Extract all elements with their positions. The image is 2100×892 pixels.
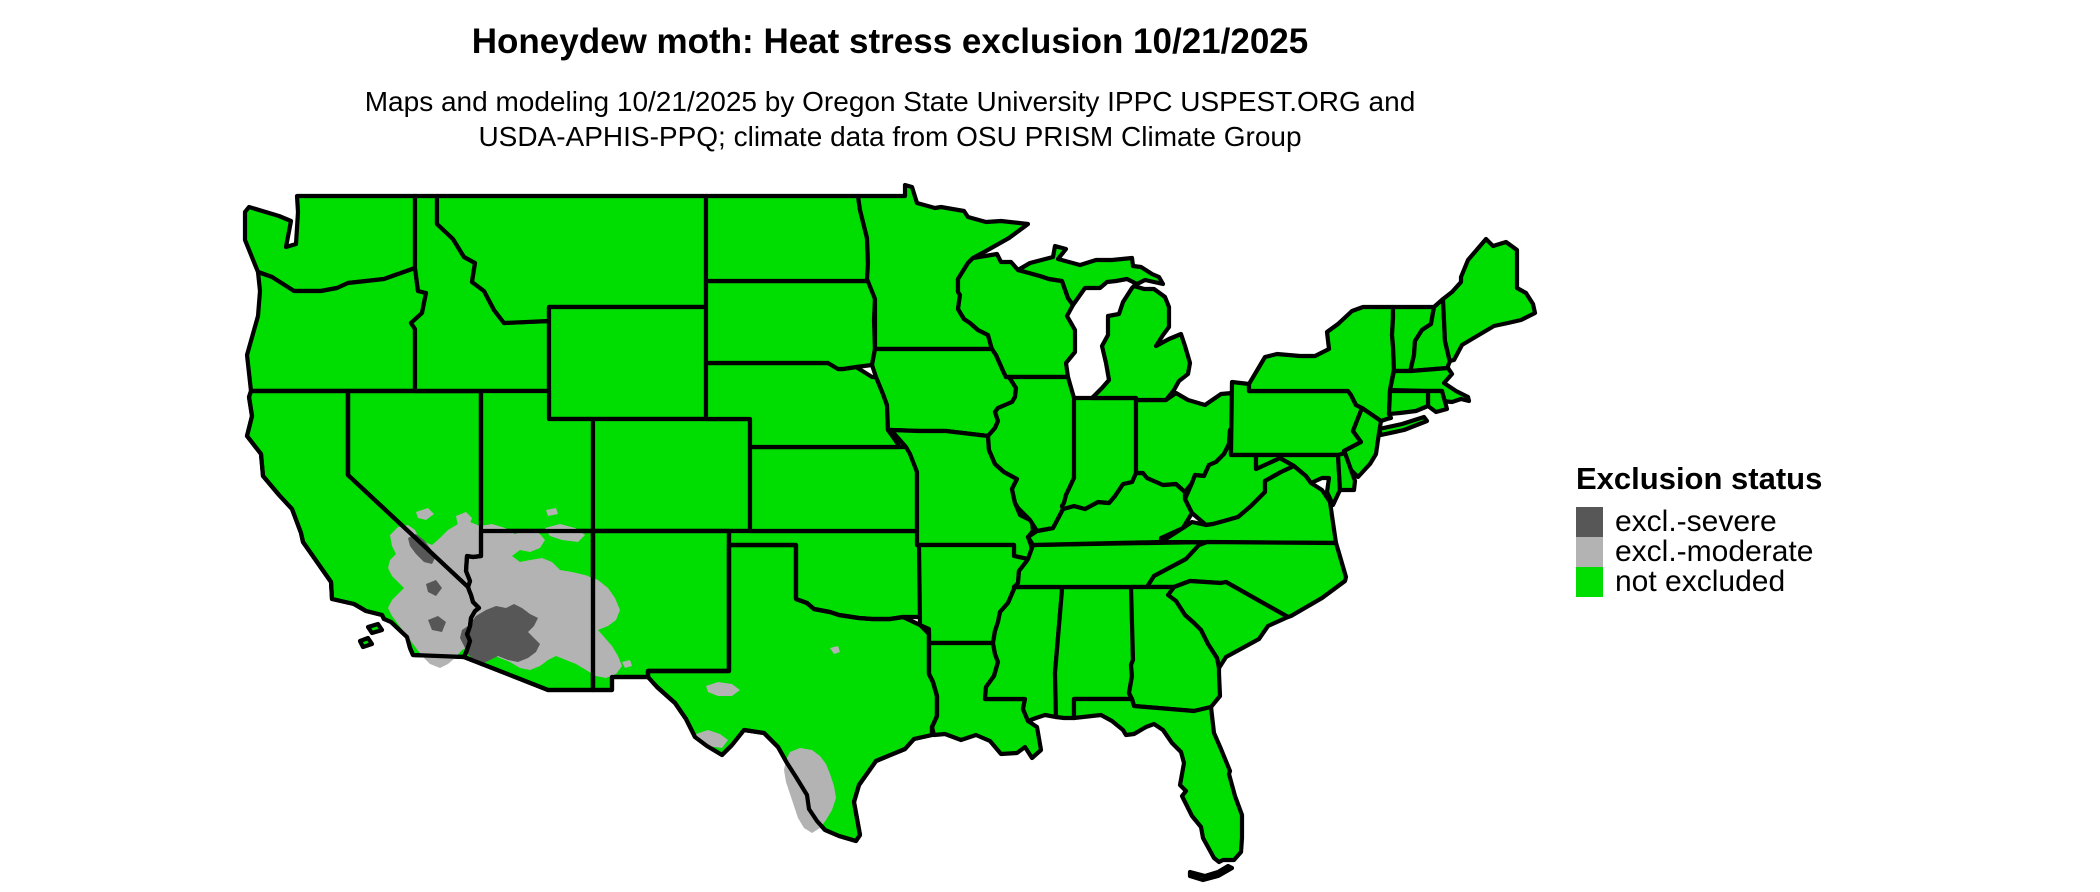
patch-severe-sw-arizona: [460, 604, 540, 664]
state-sd: [703, 278, 878, 372]
state-border-restroke: [461, 528, 596, 693]
state-mi-lower: [1089, 283, 1193, 403]
state-ct: [1386, 388, 1431, 417]
exclusion-patches-layer: [388, 508, 840, 833]
subtitle-line-2: USDA-APHIS-PPQ; climate data from OSU PR…: [478, 121, 1302, 152]
state-ri: [1425, 388, 1450, 415]
state-mi-upper: [1015, 243, 1166, 308]
subtitle-line-1: Maps and modeling 10/21/2025 by Oregon S…: [364, 86, 1416, 117]
border-restroke-layer: [244, 388, 940, 844]
page-title: Honeydew moth: Heat stress exclusion 10/…: [471, 22, 1309, 61]
legend-item-severe: excl.-severe: [1576, 507, 1822, 537]
legend-label-not-excluded: not excluded: [1615, 565, 1786, 598]
state-or: [244, 265, 429, 394]
state-ia: [869, 346, 1019, 439]
state-nd: [703, 193, 876, 284]
patch-moderate-southwest: [388, 522, 622, 678]
not-excluded-swatch-icon: [1576, 567, 1603, 597]
state-ga: [1126, 584, 1223, 714]
states-layer: [242, 182, 1538, 883]
patch-severe-se-ca-south: [428, 616, 446, 632]
state-va: [1158, 463, 1339, 546]
patch-severe-se-ca-ridge: [408, 534, 436, 564]
channel-island: [365, 621, 385, 636]
state-me: [1440, 236, 1538, 364]
long-island: [1376, 414, 1430, 438]
legend-label-severe: excl.-severe: [1615, 505, 1777, 538]
legend-label-moderate: excl.-moderate: [1615, 535, 1814, 568]
moderate-swatch-icon: [1576, 537, 1603, 567]
patch-moderate-south-texas: [784, 748, 836, 833]
severe-swatch-icon: [1576, 507, 1603, 537]
channel-island: [357, 635, 375, 650]
legend-item-moderate: excl.-moderate: [1576, 537, 1822, 567]
patch-moderate-s-nevada: [456, 512, 472, 528]
state-de: [1335, 450, 1358, 493]
state-fl: [1071, 696, 1245, 865]
state-in: [1059, 395, 1139, 512]
patch-moderate-west-texas-1: [706, 682, 740, 696]
state-wy: [546, 304, 709, 422]
state-border-restroke: [645, 542, 940, 844]
state-ks: [747, 444, 920, 534]
patch-moderate-nm-speck: [622, 660, 632, 668]
figure-subtitle: Maps and modeling 10/21/2025 by Oregon S…: [0, 84, 1780, 154]
state-co: [590, 416, 753, 534]
legend: Exclusion status excl.-severe excl.-mode…: [1576, 462, 1822, 597]
patch-moderate-az-north: [546, 508, 558, 516]
patch-moderate-ca-north: [416, 508, 434, 520]
patch-severe-se-ca-mid: [426, 580, 442, 596]
legend-title: Exclusion status: [1576, 461, 1823, 496]
legend-item-not-excluded: not excluded: [1576, 567, 1822, 597]
patch-moderate-texas-speck: [830, 646, 840, 654]
florida-keys: [1187, 863, 1235, 883]
